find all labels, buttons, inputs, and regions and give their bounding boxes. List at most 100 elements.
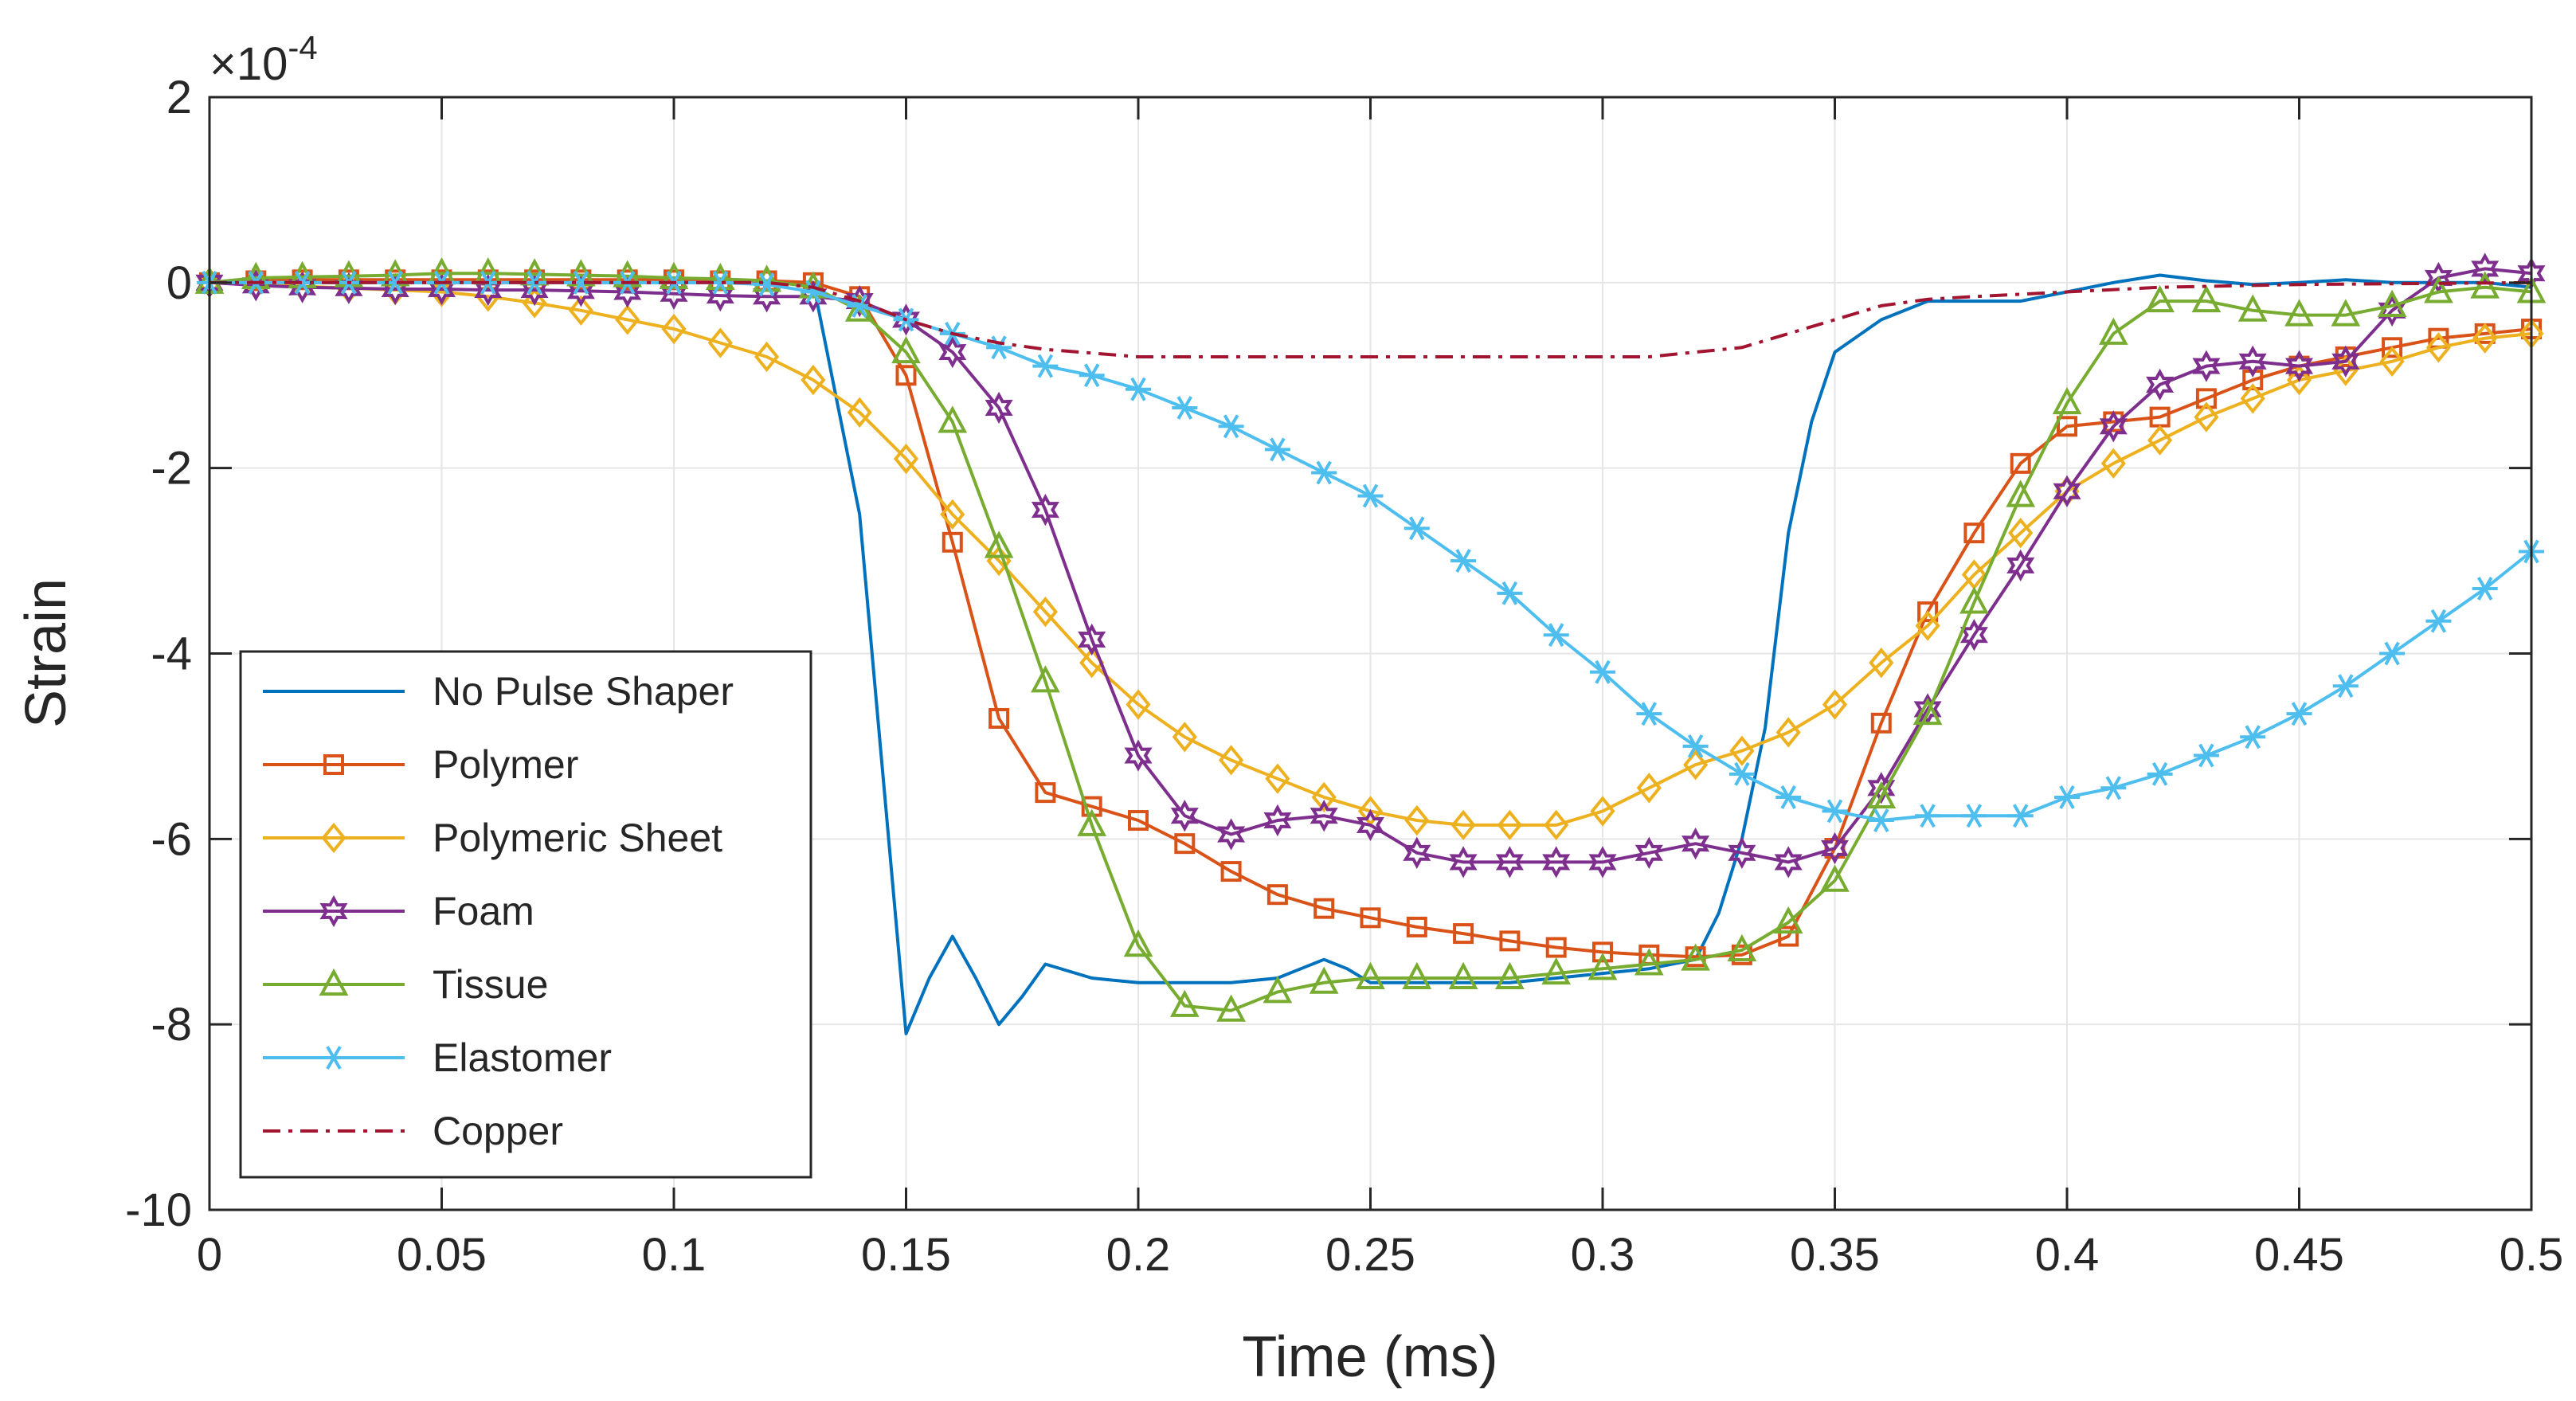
legend-item-foam: Foam (263, 889, 534, 933)
data-point-polymeric_sheet (1729, 735, 1755, 766)
data-point-polymeric_sheet (1497, 809, 1522, 841)
data-point-foam (2331, 345, 2360, 378)
data-point-tissue (1773, 906, 1803, 934)
data-point-polymeric_sheet (1265, 763, 1290, 794)
data-point-elastomer (1357, 483, 1384, 508)
data-point-tissue (2052, 386, 2082, 415)
data-point-foam (2284, 350, 2314, 382)
data-point-tissue (2145, 284, 2175, 313)
data-point-tissue (288, 260, 317, 288)
data-point-polymeric_sheet (1683, 749, 1709, 781)
data-point-polymer (1870, 712, 1892, 734)
data-point-polymer (1917, 601, 1939, 623)
y-exponent: -4 (288, 29, 317, 66)
data-point-polymer (1266, 884, 1288, 906)
data-point-elastomer (2007, 804, 2034, 828)
series-layer (194, 252, 2547, 1035)
legend-label: No Pulse Shaper (433, 669, 734, 714)
data-point-foam (2053, 475, 2081, 507)
data-point-polymer (1128, 810, 1149, 832)
data-point-polymeric_sheet (1172, 722, 1197, 753)
legend-box (239, 650, 812, 1179)
data-point-polymeric_sheet (1450, 809, 1476, 841)
data-point-polymeric_sheet (707, 327, 733, 358)
axis-ticks: 0 0.05 0.1 0.15 0.2 0.25 0.3 0.35 0.4 0.45 0.5 -10 -… (125, 72, 2563, 1281)
y-exponent-label: ×10-4 (209, 29, 318, 90)
data-point-elastomer (1682, 734, 1709, 758)
data-point-polymeric_sheet (2008, 517, 2034, 549)
data-point-tissue (1356, 961, 1385, 989)
x-tick-label: 0.3 (1571, 1229, 1635, 1281)
data-point-elastomer (2193, 743, 2219, 768)
data-point-polymeric_sheet (893, 443, 919, 475)
data-point-foam (2238, 345, 2267, 378)
data-point-polymer (1313, 898, 1335, 919)
legend-item-polymeric_sheet: Polymeric Sheet (263, 816, 722, 860)
data-point-elastomer (1728, 761, 1755, 786)
data-point-tissue (1912, 697, 1943, 726)
data-point-polymeric_sheet (1590, 796, 1615, 827)
data-point-elastomer (2379, 641, 2406, 666)
data-point-polymeric_sheet (1775, 717, 1801, 748)
data-point-polymeric_sheet (1311, 781, 1337, 813)
data-point-tissue (1727, 933, 1757, 962)
data-point-tissue (2191, 284, 2222, 313)
data-point-tissue (2237, 294, 2268, 322)
y-axis-label: Strain (14, 578, 78, 728)
legend-item-copper: Copper (263, 1109, 563, 1153)
y-tick-label: 2 (166, 72, 192, 123)
data-point-polymeric_sheet (2194, 401, 2219, 432)
data-point-polymeric_sheet (801, 364, 826, 396)
data-point-polymeric_sheet (1869, 647, 1894, 679)
legend-marker (321, 1046, 346, 1070)
data-point-foam (2006, 549, 2035, 582)
data-point-foam (2146, 368, 2175, 401)
x-axis-label: Time (ms) (1242, 1325, 1497, 1389)
data-point-polymer (1406, 916, 1427, 937)
data-point-tissue (1820, 864, 1850, 892)
data-point-elastomer (2240, 725, 2266, 749)
x-tick-label: 0.15 (861, 1229, 951, 1281)
data-point-tissue (2424, 276, 2453, 303)
legend-marker (321, 822, 346, 854)
data-point-elastomer (1311, 460, 1337, 485)
data-point-polymer (1220, 861, 1242, 882)
data-point-polymeric_sheet (1032, 596, 1058, 628)
data-point-tissue (1866, 781, 1897, 808)
data-point-tissue (2377, 289, 2407, 317)
data-point-foam (985, 391, 1013, 425)
data-point-polymer (895, 365, 917, 386)
data-point-elastomer (2332, 674, 2359, 699)
legend-label: Tissue (433, 962, 548, 1007)
data-point-polymeric_sheet (2379, 346, 2405, 377)
legend-marker (319, 968, 349, 996)
data-point-foam (1867, 772, 1896, 804)
x-tick-label: 0.35 (1790, 1229, 1880, 1281)
data-point-tissue (2331, 299, 2361, 327)
data-point-tissue (1448, 961, 1478, 989)
legend-item-no_pulse: No Pulse Shaper (263, 669, 734, 714)
data-point-tissue (798, 271, 828, 299)
series-line-foam (209, 267, 2532, 864)
series-tissue (194, 256, 2547, 1022)
data-point-elastomer (1915, 804, 1941, 828)
data-point-foam (1495, 846, 1524, 879)
data-point-polymer (1174, 833, 1196, 855)
data-point-foam (1774, 846, 1803, 879)
data-point-tissue (1681, 943, 1710, 971)
data-point-foam (1634, 836, 1663, 869)
data-point-elastomer (1264, 437, 1290, 462)
data-point-foam (1588, 846, 1617, 879)
x-tick-label: 0.5 (2500, 1229, 2564, 1281)
data-point-tissue (984, 530, 1014, 558)
data-point-polymeric_sheet (661, 313, 687, 345)
data-point-polymeric_sheet (615, 304, 640, 335)
data-point-foam (1403, 836, 1431, 869)
data-point-polymeric_sheet (2425, 332, 2451, 363)
data-point-elastomer (1403, 516, 1430, 541)
data-point-foam (1263, 804, 1292, 837)
x-tick-label: 0.25 (1325, 1229, 1415, 1281)
data-point-foam (1078, 623, 1106, 656)
data-point-polymeric_sheet (2472, 323, 2498, 354)
data-point-foam (1820, 832, 1850, 865)
